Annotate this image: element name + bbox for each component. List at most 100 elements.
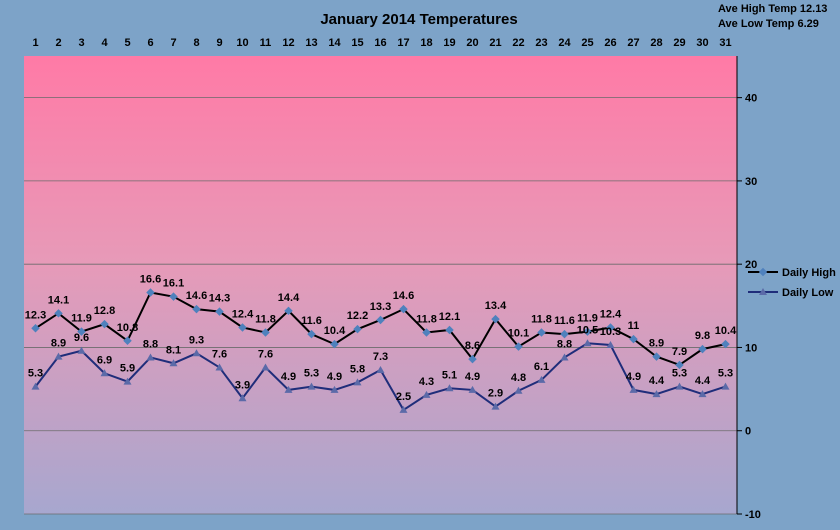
low-point — [215, 363, 224, 371]
ave-high-stat: Ave High Temp 12.13 — [718, 3, 827, 15]
x-tick-label: 10 — [236, 37, 248, 49]
x-tick-label: 12 — [282, 37, 294, 49]
high-point — [146, 288, 155, 297]
high-point — [238, 323, 247, 332]
high-point — [583, 327, 592, 336]
high-data-label: 12.2 — [347, 310, 368, 322]
x-tick-label: 7 — [170, 37, 176, 49]
y-tick-label: 30 — [745, 176, 757, 188]
low-point — [261, 363, 270, 371]
high-data-label: 11.9 — [71, 313, 92, 325]
low-point — [606, 340, 615, 348]
x-tick-label: 23 — [535, 37, 547, 49]
low-point — [399, 405, 408, 413]
low-data-label: 5.3 — [304, 368, 319, 380]
y-axis: -10 0 10 20 30 40 — [736, 56, 761, 521]
low-point — [353, 378, 362, 386]
high-data-label: 11.9 — [577, 313, 598, 325]
ave-low-stat: Ave Low Temp 6.29 — [718, 18, 819, 30]
high-point — [606, 323, 615, 332]
series-group — [31, 288, 730, 413]
low-data-label: 10.5 — [577, 324, 598, 336]
low-point — [146, 353, 155, 361]
high-point — [491, 314, 500, 324]
legend-marker — [758, 267, 768, 277]
low-point — [123, 377, 132, 385]
low-data-label: 5.3 — [28, 368, 43, 380]
low-data-label: 4.9 — [281, 371, 296, 383]
y-tick-label: 40 — [745, 93, 757, 105]
low-point — [468, 385, 477, 393]
high-point — [330, 339, 339, 349]
y-tick-label: 0 — [745, 426, 751, 438]
x-tick-label: 17 — [397, 37, 409, 49]
x-tick-label: 4 — [101, 37, 108, 49]
x-tick-label: 6 — [147, 37, 153, 49]
x-tick-label: 21 — [489, 37, 501, 49]
low-data-label: 4.8 — [511, 372, 526, 384]
high-data-label: 14.6 — [186, 290, 207, 302]
low-point — [31, 382, 40, 390]
low-data-label: 4.9 — [626, 371, 641, 383]
low-point — [376, 365, 385, 373]
low-data-label: 6.1 — [534, 361, 549, 373]
low-data-label: 7.3 — [373, 351, 388, 363]
high-point — [675, 360, 684, 370]
low-data-label: 2.5 — [396, 391, 411, 403]
x-tick-label: 5 — [124, 37, 130, 49]
low-point — [100, 369, 109, 377]
x-tick-label: 26 — [604, 37, 616, 49]
x-tick-label: 29 — [673, 37, 685, 49]
x-tick-label: 22 — [512, 37, 524, 49]
high-point — [77, 327, 86, 336]
x-tick-label: 3 — [78, 37, 84, 49]
data-labels: 12.314.111.912.810.816.6 16.114.6 14.312.4… — [25, 273, 737, 402]
high-data-label: 8.9 — [649, 338, 664, 350]
high-point — [192, 304, 201, 314]
high-data-label: 14.1 — [48, 294, 69, 306]
low-point — [330, 385, 339, 393]
high-point — [31, 324, 40, 333]
x-tick-label: 19 — [443, 37, 455, 49]
high-data-label: 12.4 — [232, 308, 254, 320]
low-point — [721, 382, 730, 390]
x-tick-label: 18 — [420, 37, 432, 49]
high-point — [54, 309, 63, 318]
low-point — [652, 390, 661, 398]
low-data-label: 5.3 — [672, 368, 687, 380]
low-data-label: 5.3 — [718, 368, 733, 380]
high-data-label: 11.6 — [301, 315, 322, 327]
x-tick-label: 11 — [260, 37, 272, 49]
high-data-label: 11.6 — [554, 315, 575, 327]
high-point — [307, 329, 316, 339]
high-data-label: 8.6 — [465, 340, 480, 352]
low-point — [422, 390, 431, 398]
low-point — [445, 384, 454, 392]
high-data-label: 12.8 — [94, 305, 115, 317]
high-data-label: 14.6 — [393, 290, 414, 302]
x-tick-label: 2 — [55, 37, 61, 49]
legend-marker — [759, 288, 767, 295]
gridlines — [24, 97, 737, 515]
high-point — [698, 344, 707, 354]
low-point — [629, 385, 638, 393]
low-point — [77, 346, 86, 354]
y-tick-label: -10 — [745, 509, 761, 521]
x-tick-label: 20 — [466, 37, 478, 49]
x-tick-label: 31 — [719, 37, 731, 49]
x-tick-label: 9 — [216, 37, 222, 49]
low-data-label: 4.9 — [465, 371, 480, 383]
high-data-label: 10.4 — [324, 325, 346, 337]
high-data-label: 10.8 — [117, 322, 138, 334]
low-data-label: 4.4 — [695, 375, 711, 387]
high-data-label: 11.8 — [531, 313, 552, 325]
low-point — [54, 352, 63, 360]
low-data-label: 6.9 — [97, 354, 112, 366]
low-data-label: 9.6 — [74, 332, 89, 344]
low-point — [537, 375, 546, 383]
high-point — [399, 304, 408, 314]
y-tick-label: 20 — [745, 259, 757, 271]
high-data-label: 14.4 — [278, 292, 300, 304]
low-data-label: 8.8 — [557, 338, 572, 350]
